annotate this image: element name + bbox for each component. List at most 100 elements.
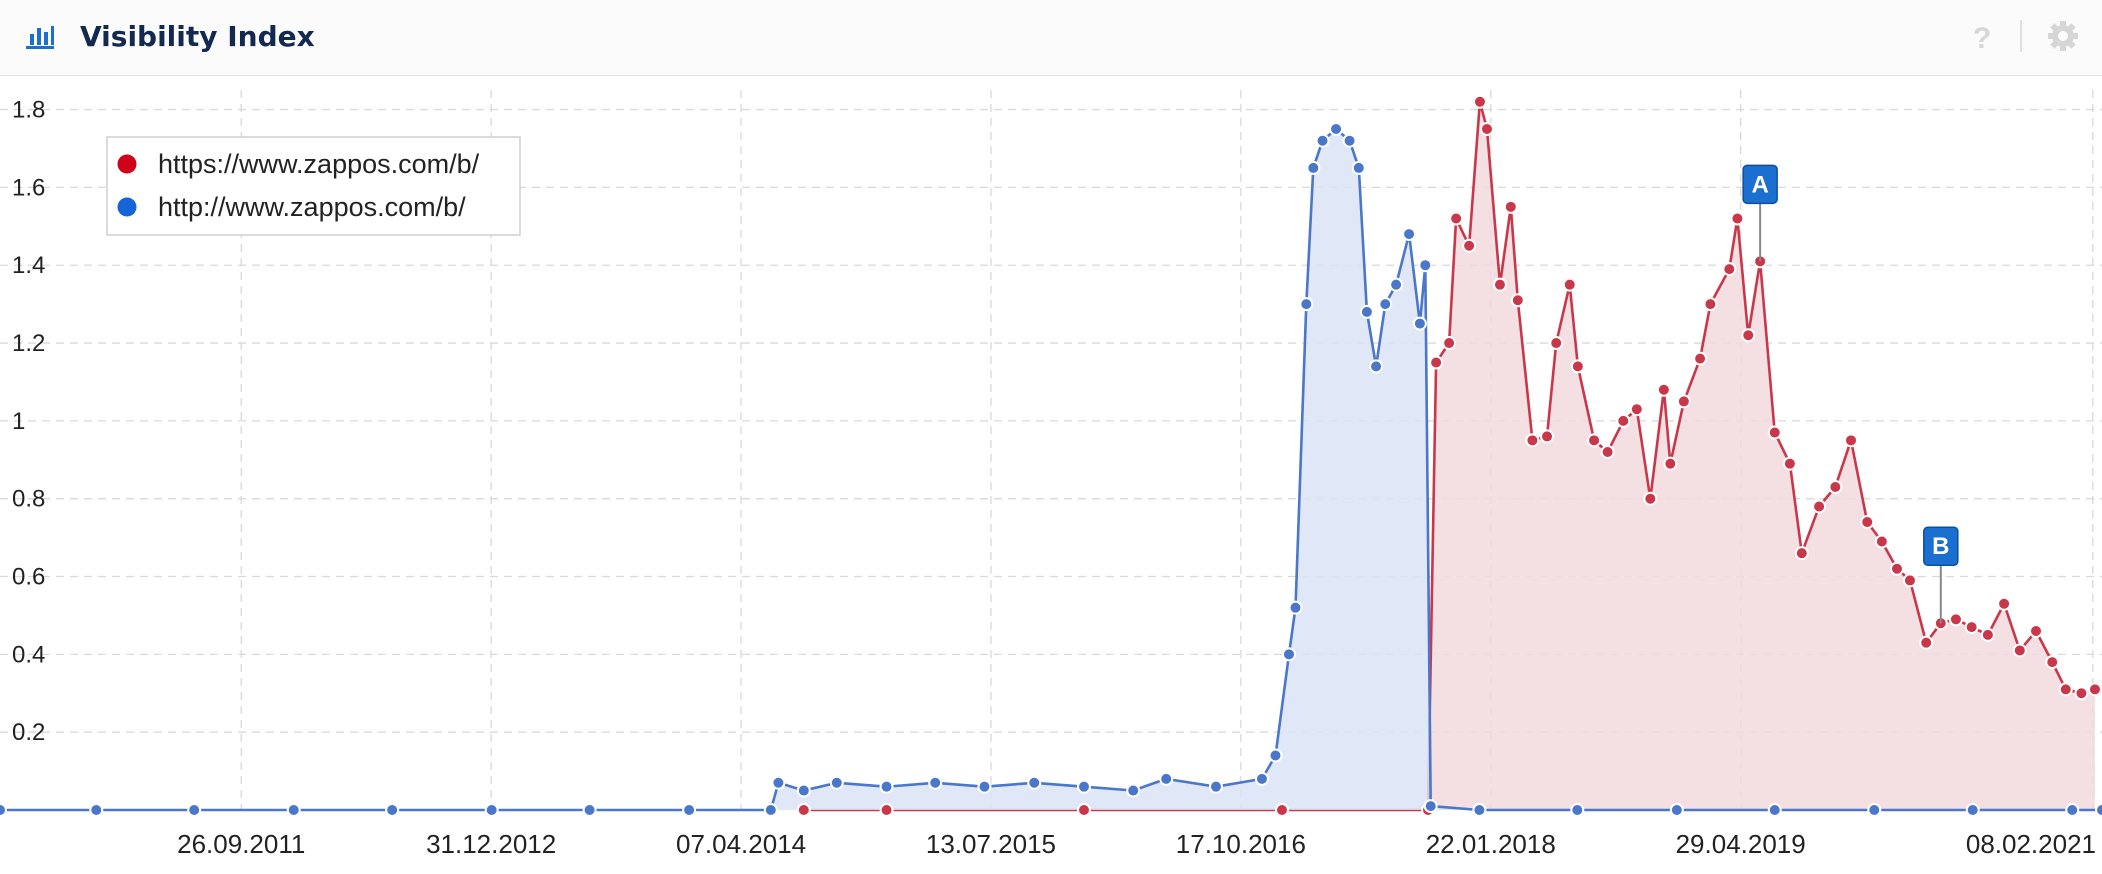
data-point (1693, 351, 1708, 366)
data-point (879, 779, 894, 794)
data-point (1703, 297, 1718, 312)
data-point (1369, 359, 1384, 374)
data-point (1874, 534, 1889, 549)
data-point (1676, 394, 1691, 409)
y-tick-label: 1.6 (12, 174, 45, 201)
data-point (1919, 635, 1934, 650)
y-tick-label: 1 (12, 408, 25, 435)
data-point (1902, 573, 1917, 588)
data-point (2095, 803, 2102, 817)
y-tick-label: 0.4 (12, 641, 45, 668)
data-point (1378, 297, 1393, 312)
legend-marker (117, 154, 137, 174)
data-point (1462, 238, 1477, 253)
data-point (1844, 433, 1859, 448)
data-point (2058, 682, 2073, 697)
data-point (1254, 771, 1269, 786)
data-point (1282, 647, 1297, 662)
widget-header: Visibility Index ? (0, 0, 2102, 76)
data-point (2012, 643, 2027, 658)
y-tick-label: 1.2 (12, 330, 45, 357)
data-point (977, 779, 992, 794)
data-point (796, 803, 811, 817)
y-tick-label: 0.2 (12, 719, 45, 746)
data-point (682, 803, 697, 817)
data-point (1889, 561, 1904, 576)
data-point (1997, 596, 2012, 611)
data-point (1412, 316, 1427, 331)
data-point (1794, 546, 1809, 561)
data-point (484, 803, 499, 817)
data-point (2029, 624, 2044, 638)
settings-icon[interactable] (2048, 21, 2078, 51)
data-point (1315, 133, 1330, 148)
data-point (1525, 433, 1540, 448)
data-point (1965, 803, 1980, 817)
data-point (1402, 227, 1417, 242)
data-point (0, 803, 7, 817)
data-point (1510, 293, 1525, 308)
data-point (2074, 686, 2089, 701)
data-point (1076, 803, 1091, 817)
x-tick-label: 29.04.2019 (1676, 829, 1806, 859)
data-point (1288, 600, 1303, 615)
data-point (1643, 491, 1658, 506)
annotation-label: A (1751, 171, 1768, 198)
data-point (763, 803, 778, 817)
data-point (928, 775, 943, 790)
data-point (1570, 803, 1585, 817)
data-point (1616, 413, 1631, 428)
data-point (286, 803, 301, 817)
x-tick-label: 13.07.2015 (926, 829, 1056, 859)
data-point (1208, 779, 1223, 794)
data-point (1329, 122, 1344, 137)
data-point (1549, 336, 1564, 351)
data-point (1663, 456, 1678, 471)
data-point (1449, 211, 1464, 226)
data-point (1587, 433, 1602, 448)
data-point (1076, 779, 1091, 794)
data-point (1669, 803, 1684, 817)
widget-title: Visibility Index (80, 20, 315, 53)
data-point (1948, 612, 1963, 627)
data-point (1860, 515, 1875, 530)
x-tick-label: 07.04.2014 (676, 829, 806, 859)
data-point (89, 803, 104, 817)
data-point (1503, 199, 1518, 214)
series-area (803, 101, 2095, 811)
data-point (187, 803, 202, 817)
data-point (1027, 775, 1042, 790)
data-point (879, 803, 894, 817)
data-point (1389, 277, 1404, 292)
data-point (1472, 94, 1487, 109)
data-point (1964, 620, 1979, 635)
header-tools: ? (1973, 20, 2078, 55)
help-icon[interactable]: ? (1973, 22, 1991, 55)
data-point (1423, 799, 1438, 814)
data-point (1782, 456, 1797, 471)
data-point (1741, 328, 1756, 343)
y-tick-label: 0.6 (12, 564, 45, 591)
annotation-flag (1923, 526, 1959, 566)
data-point (2087, 682, 2102, 697)
legend-label[interactable]: https://www.zappos.com/b/ (158, 149, 480, 179)
data-point (1629, 402, 1644, 417)
legend-label[interactable]: http://www.zappos.com/b/ (158, 192, 466, 222)
data-point (1980, 627, 1995, 642)
data-point (2045, 655, 2060, 670)
y-tick-label: 1.8 (12, 97, 45, 124)
data-point (1351, 160, 1366, 175)
data-point (1492, 277, 1507, 292)
annotation-flag (1742, 164, 1778, 205)
x-tick-label: 31.12.2012 (426, 829, 556, 859)
x-tick-label: 08.02.2021 (1966, 829, 2096, 859)
data-point (1306, 160, 1321, 175)
data-point (1268, 748, 1283, 763)
data-point (1472, 803, 1487, 817)
data-point (1359, 304, 1374, 319)
data-point (1562, 277, 1577, 292)
data-point (1299, 297, 1314, 312)
annotation-label: B (1932, 533, 1949, 560)
data-point (1540, 429, 1555, 444)
chart-icon (26, 26, 54, 49)
